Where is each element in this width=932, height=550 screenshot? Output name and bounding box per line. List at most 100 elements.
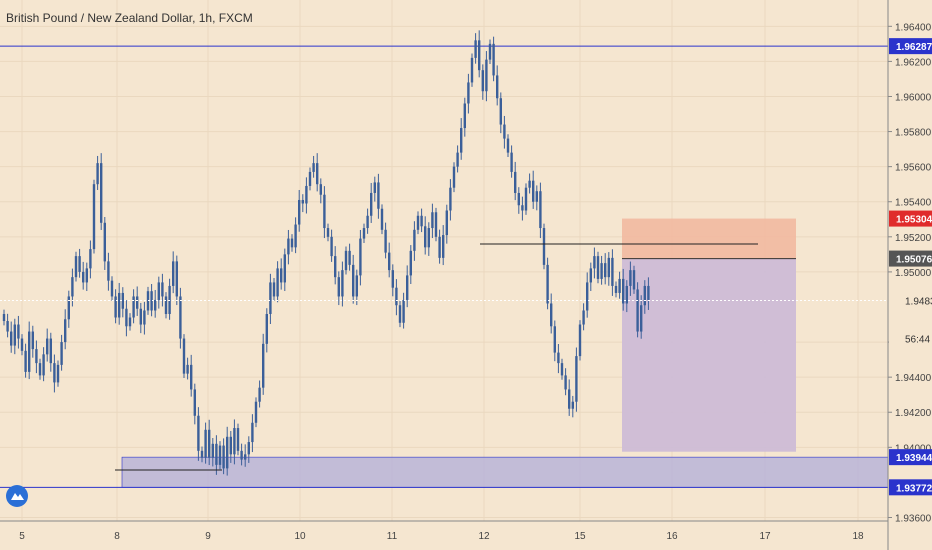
price-tag-background <box>889 210 932 227</box>
candle-body <box>517 192 520 206</box>
candle-body <box>352 264 355 297</box>
candle-body <box>582 310 585 325</box>
candle-body <box>470 57 474 83</box>
candle-body <box>388 252 391 271</box>
candle-body <box>10 331 13 346</box>
candle-body <box>427 228 430 248</box>
support-zone[interactable] <box>121 456 889 488</box>
y-tick-label: 1.95200 <box>895 233 932 244</box>
candle-body <box>269 282 272 315</box>
candle-body <box>60 342 63 365</box>
candle-body <box>614 285 618 293</box>
candle-body <box>600 263 603 279</box>
candle-body <box>542 228 546 265</box>
candle-body <box>319 184 322 195</box>
candle-body <box>2 314 6 322</box>
price-tag-background <box>889 38 932 55</box>
candle-body <box>514 171 517 193</box>
y-tick-label: 1.95600 <box>895 163 932 174</box>
candle-body <box>334 256 337 278</box>
candle-body <box>564 375 567 390</box>
candle-body <box>100 163 103 223</box>
candle-body <box>265 314 268 344</box>
price-tag: 1.95076 <box>889 250 932 267</box>
candle-body <box>409 250 412 276</box>
candle-body <box>578 324 582 357</box>
candle-body <box>38 363 42 376</box>
candle-body <box>143 310 146 325</box>
candle-body <box>499 98 502 125</box>
candle-body <box>478 40 481 71</box>
candle-body <box>64 319 67 343</box>
y-tick-label: 1.96200 <box>895 57 932 68</box>
price-tag-label: 1.95076 <box>896 255 932 266</box>
candle-body <box>380 208 384 230</box>
candle-body <box>416 215 420 230</box>
tradingview-logo-icon[interactable] <box>6 485 28 507</box>
candle-body <box>445 210 448 236</box>
candle-body <box>391 270 394 288</box>
candle-body <box>42 354 45 376</box>
drawing-zones <box>121 218 889 488</box>
candle-body <box>308 171 312 186</box>
candle-body <box>82 271 85 283</box>
price-tag: 1.96287 <box>889 38 932 55</box>
position-target-zone[interactable] <box>622 258 796 452</box>
price-tag: 1.93772 <box>889 479 932 496</box>
price-tag-background <box>889 292 932 309</box>
candle-body <box>344 250 348 271</box>
chart-title: British Pound / New Zealand Dollar, 1h, … <box>6 11 253 25</box>
candle-body <box>413 229 416 251</box>
candle-body <box>78 256 81 272</box>
candle-body <box>496 75 499 99</box>
candle-body <box>323 194 326 229</box>
y-tick-label: 1.94000 <box>895 443 932 454</box>
position-stop-zone[interactable] <box>622 218 796 259</box>
price-tags: 1.96287 1.95304 1.95076 1.94837 56:44 1.93944… <box>889 38 932 496</box>
candle-body <box>258 387 261 402</box>
candle-body <box>571 401 574 409</box>
candle-body <box>6 321 9 332</box>
candle-body <box>629 270 632 286</box>
candle-body <box>85 268 88 283</box>
candle-body <box>168 285 171 315</box>
candle-body <box>67 296 70 320</box>
candle-body <box>625 285 628 304</box>
candle-body <box>161 282 164 297</box>
price-tag-label: 1.96287 <box>896 42 932 53</box>
candle-body <box>488 43 492 60</box>
candle-body <box>215 443 218 465</box>
candle-body <box>434 212 438 237</box>
candle-body <box>535 191 538 202</box>
candle-body <box>485 59 488 92</box>
candle-body <box>539 191 542 229</box>
candle-body <box>283 254 286 283</box>
candle-body <box>247 442 250 455</box>
candle-body <box>28 331 31 372</box>
candle-body <box>370 192 373 216</box>
candle-body <box>139 308 142 325</box>
candle-body <box>154 299 157 311</box>
candle-body <box>341 270 344 297</box>
candle-body <box>510 152 513 172</box>
y-tick-label: 1.95000 <box>895 268 932 279</box>
candle-body <box>326 228 330 237</box>
candle-body <box>377 182 380 209</box>
candle-body <box>398 305 402 323</box>
candle-body <box>452 166 456 188</box>
y-tick-label: 1.94400 <box>895 373 932 384</box>
candle-body <box>118 292 121 318</box>
candle-body <box>233 428 236 455</box>
candle-body <box>546 264 549 304</box>
candle-body <box>175 261 178 297</box>
candle-body <box>254 401 258 423</box>
candle-body <box>316 163 319 185</box>
candle-body <box>373 182 376 193</box>
trend-segments <box>115 243 758 471</box>
y-tick-label: 1.93600 <box>895 513 932 524</box>
x-tick-label: 15 <box>574 531 586 542</box>
x-tick-label: 12 <box>478 531 490 542</box>
candle-body <box>503 124 506 139</box>
candle-body <box>193 389 196 416</box>
